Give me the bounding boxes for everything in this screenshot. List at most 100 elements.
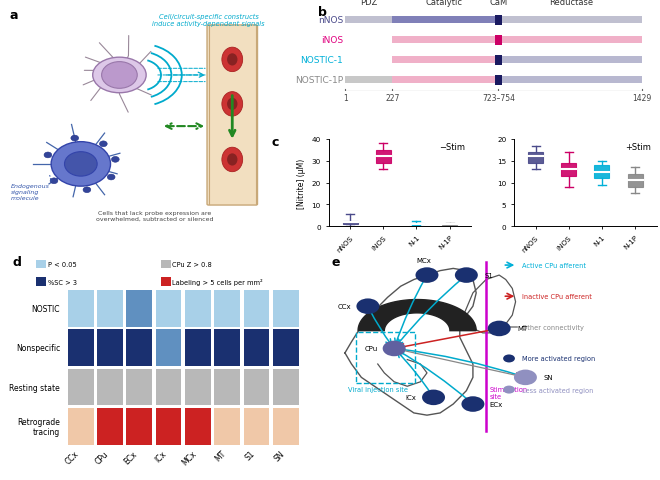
Bar [185,408,211,445]
Bar [502,17,642,24]
Bar [273,330,299,366]
Bar [495,76,502,86]
Bar [442,224,457,226]
Text: MCx: MCx [180,449,198,467]
Text: Endogenous
signaling
molecule: Endogenous signaling molecule [11,184,50,201]
Ellipse shape [92,58,146,94]
Circle shape [416,268,438,283]
Bar [244,408,269,445]
Text: ECx: ECx [123,449,139,465]
Circle shape [50,179,58,184]
Text: Catalytic: Catalytic [425,0,462,7]
Text: MCx: MCx [416,257,431,263]
Circle shape [108,175,115,180]
Text: c: c [271,135,279,148]
Text: CPu: CPu [93,449,110,465]
Text: MT: MT [213,449,227,463]
Bar [156,369,182,406]
Bar [156,408,182,445]
Text: NOSTIC: NOSTIC [32,304,60,313]
Text: PDZ: PDZ [360,0,378,7]
Circle shape [51,143,110,187]
Bar [628,174,643,188]
Bar [409,223,424,225]
Bar [97,369,123,406]
Text: Retrograde
tracing: Retrograde tracing [17,417,60,436]
Text: +Stim: +Stim [625,143,651,152]
Bar [161,278,170,286]
Circle shape [71,136,79,142]
Text: S1: S1 [485,273,494,278]
Circle shape [488,321,511,336]
Bar [561,164,576,177]
FancyBboxPatch shape [207,26,257,205]
Bar [127,369,152,406]
Text: e: e [332,255,341,268]
Bar [343,221,358,224]
Text: CCx: CCx [338,303,352,310]
Bar [68,330,94,366]
Text: SN: SN [544,374,553,381]
Bar [244,330,269,366]
Text: Stimulation
site: Stimulation site [489,386,527,399]
Circle shape [356,299,380,314]
Text: NOSTIC-1P: NOSTIC-1P [295,76,343,85]
Text: 1429: 1429 [632,94,651,103]
Bar [495,36,502,46]
Ellipse shape [222,148,243,172]
Circle shape [383,341,406,357]
Bar [68,369,94,406]
Circle shape [461,396,484,412]
Bar [97,408,123,445]
Bar [36,260,46,268]
Bar [97,290,123,327]
Bar [185,290,211,327]
Text: d: d [13,255,21,268]
Circle shape [100,142,107,147]
Bar [214,408,240,445]
Bar [345,77,392,84]
Bar [68,290,94,327]
Bar [528,153,543,164]
Text: Labeling > 5 cells per mm²: Labeling > 5 cells per mm² [172,278,263,286]
Text: Nonspecific: Nonspecific [16,343,60,352]
Text: Cell/circuit-specific constructs
induce activity-dependent signals: Cell/circuit-specific constructs induce … [152,13,265,27]
Bar [502,37,642,44]
Bar [244,369,269,406]
Text: %SC > 3: %SC > 3 [48,279,77,285]
Bar [244,290,269,327]
Bar [392,57,495,64]
Text: ICx: ICx [154,449,168,463]
Bar [36,278,46,286]
Bar [68,408,94,445]
Circle shape [503,355,515,363]
Text: Cells that lack probe expression are
overwhelmed, subtracted or silenced: Cells that lack probe expression are ove… [96,210,214,221]
Bar [392,77,495,84]
Text: SN: SN [272,449,286,462]
Text: Active CPu afferent: Active CPu afferent [522,263,586,268]
Bar [273,369,299,406]
Bar [127,290,152,327]
Text: MT: MT [517,326,527,332]
Circle shape [455,268,478,283]
Text: More activated region: More activated region [522,356,595,362]
Bar [214,369,240,406]
Bar [214,290,240,327]
Text: Less activated region: Less activated region [522,387,593,393]
Bar [376,151,391,164]
Bar [127,330,152,366]
Circle shape [65,152,97,177]
Text: iNOS: iNOS [321,36,343,45]
Bar [495,16,502,26]
Text: Other connectivity: Other connectivity [522,324,584,331]
Text: 227: 227 [385,94,399,103]
Y-axis label: [Nitrite] (μM): [Nitrite] (μM) [297,158,306,208]
Text: CCx: CCx [63,449,81,466]
Text: Viral injection site: Viral injection site [348,386,409,393]
Circle shape [503,386,515,394]
Bar [156,290,182,327]
Bar [156,330,182,366]
Circle shape [83,188,91,193]
Text: b: b [318,6,327,19]
Ellipse shape [227,154,238,166]
